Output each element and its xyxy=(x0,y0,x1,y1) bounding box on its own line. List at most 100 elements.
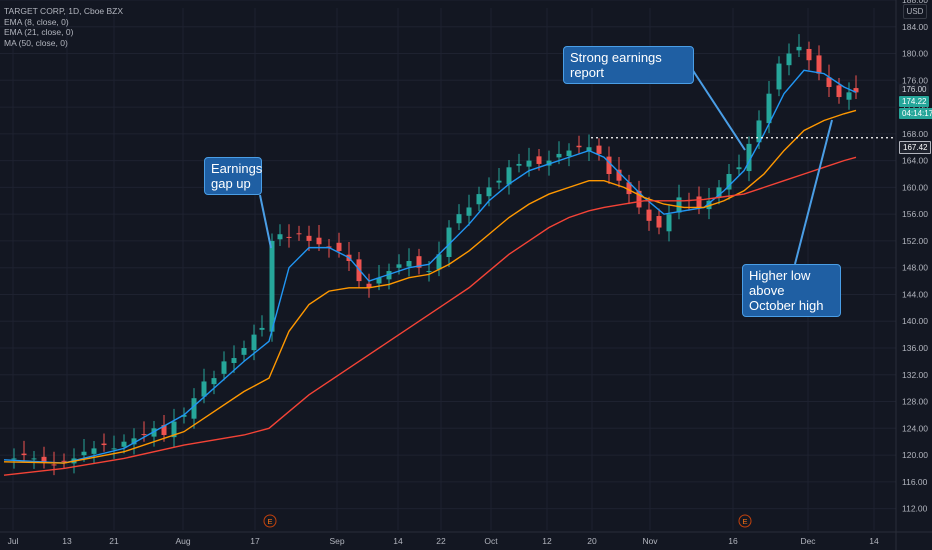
candle-body xyxy=(396,264,402,268)
tag-countdown: 04:14:17 xyxy=(899,108,932,119)
y-tick-label: 112.00 xyxy=(902,504,928,514)
x-tick-label: Dec xyxy=(800,536,816,546)
candle-body xyxy=(241,348,247,355)
callout-higher-low-text: Higher low above October high xyxy=(749,268,824,313)
candle-body xyxy=(259,327,265,330)
candle-body xyxy=(41,456,47,462)
candle-body xyxy=(726,174,732,190)
candle-body xyxy=(306,235,312,241)
y-tick-label: 168.00 xyxy=(902,129,928,139)
y-tick-label: 184.00 xyxy=(902,22,928,32)
x-tick-label: 14 xyxy=(393,536,403,546)
candle-body xyxy=(756,120,762,143)
tag-last-price: 174.22 xyxy=(899,96,930,107)
pointer-higher-low xyxy=(794,119,833,265)
candle-body xyxy=(696,196,702,208)
candle-body xyxy=(11,458,17,460)
candle-body xyxy=(101,443,107,446)
candle-body xyxy=(231,358,237,363)
ma50-line xyxy=(3,156,857,476)
candle-body xyxy=(826,77,832,87)
candle-body xyxy=(277,234,283,240)
candle-body xyxy=(476,194,482,205)
candle-body xyxy=(656,216,662,228)
candle-body xyxy=(796,46,802,51)
candle-body xyxy=(786,53,792,66)
ema8-line xyxy=(3,69,857,464)
candle-body xyxy=(506,167,512,185)
candle-body xyxy=(316,237,322,245)
ema21-line xyxy=(3,109,857,464)
y-tick-label: 164.00 xyxy=(902,156,928,166)
candle-body xyxy=(636,190,642,208)
x-tick-label: 14 xyxy=(869,536,879,546)
candle-body xyxy=(171,421,177,438)
y-tick-label: 148.00 xyxy=(902,263,928,273)
candle-body xyxy=(596,145,602,154)
y-tick-label: 128.00 xyxy=(902,397,928,407)
candle-body xyxy=(466,207,472,216)
tag-prev: 176.00 xyxy=(899,84,930,95)
candle-body xyxy=(736,167,742,170)
candle-body xyxy=(251,334,257,351)
y-tick-label: 116.00 xyxy=(902,477,928,487)
y-tick-label: 144.00 xyxy=(902,289,928,299)
x-tick-label: Sep xyxy=(329,536,344,546)
candle-body xyxy=(456,214,462,224)
candle-body xyxy=(776,63,782,90)
earnings-marker-label: E xyxy=(267,517,272,526)
tag-level: 167.42 xyxy=(899,141,932,154)
currency-button[interactable]: USD xyxy=(903,4,927,19)
candle-body xyxy=(416,256,422,268)
candle-body xyxy=(836,85,842,98)
candle-body xyxy=(746,143,752,172)
candle-body xyxy=(546,160,552,166)
y-tick-label: 136.00 xyxy=(902,343,928,353)
y-tick-label: 152.00 xyxy=(902,236,928,246)
candle-body xyxy=(131,438,137,445)
legend-ema21: EMA (21, close, 0) xyxy=(4,27,74,37)
candle-body xyxy=(61,460,67,462)
candle-body xyxy=(91,448,97,454)
candle-body xyxy=(426,271,432,273)
x-tick-label: 22 xyxy=(436,536,446,546)
callout-earnings-gap-text: Earnings gap up xyxy=(211,161,263,191)
candle-body xyxy=(666,214,672,232)
candle-body xyxy=(336,242,342,251)
candle-body xyxy=(766,93,772,124)
y-tick-label: 140.00 xyxy=(902,316,928,326)
candle-body xyxy=(21,453,27,456)
y-tick-label: 188.00 xyxy=(902,0,928,5)
x-tick-label: 16 xyxy=(728,536,738,546)
earnings-marker xyxy=(263,514,277,528)
legend-ma50: MA (50, close, 0) xyxy=(4,37,68,48)
candle-body xyxy=(191,398,197,419)
candle-body xyxy=(846,92,852,100)
candle-body xyxy=(606,156,612,174)
candle-body xyxy=(366,283,372,288)
x-tick-label: 17 xyxy=(250,536,260,546)
candle-body xyxy=(556,153,562,158)
x-tick-label: 12 xyxy=(542,536,552,546)
y-tick-label: 156.00 xyxy=(902,209,928,219)
x-tick-label: Aug xyxy=(175,536,190,546)
candle-body xyxy=(141,434,147,436)
candle-body xyxy=(81,451,87,456)
candle-body xyxy=(269,240,275,332)
candle-body xyxy=(51,464,57,466)
candle-body xyxy=(296,233,302,235)
candle-body xyxy=(626,182,632,195)
candle-body xyxy=(616,169,622,181)
candle-body xyxy=(446,227,452,257)
candle-body xyxy=(376,277,382,284)
x-tick-label: Jul xyxy=(8,536,19,546)
candle-body xyxy=(486,187,492,197)
y-tick-label: 180.00 xyxy=(902,49,928,59)
x-tick-label: 20 xyxy=(587,536,597,546)
candle-body xyxy=(121,441,127,447)
candle-body xyxy=(211,378,217,385)
symbol-title: TARGET CORP, 1D, Cboe BZX xyxy=(4,6,124,16)
candle-body xyxy=(853,88,859,93)
legend-ema8: EMA (8, close, 0) xyxy=(4,16,69,27)
